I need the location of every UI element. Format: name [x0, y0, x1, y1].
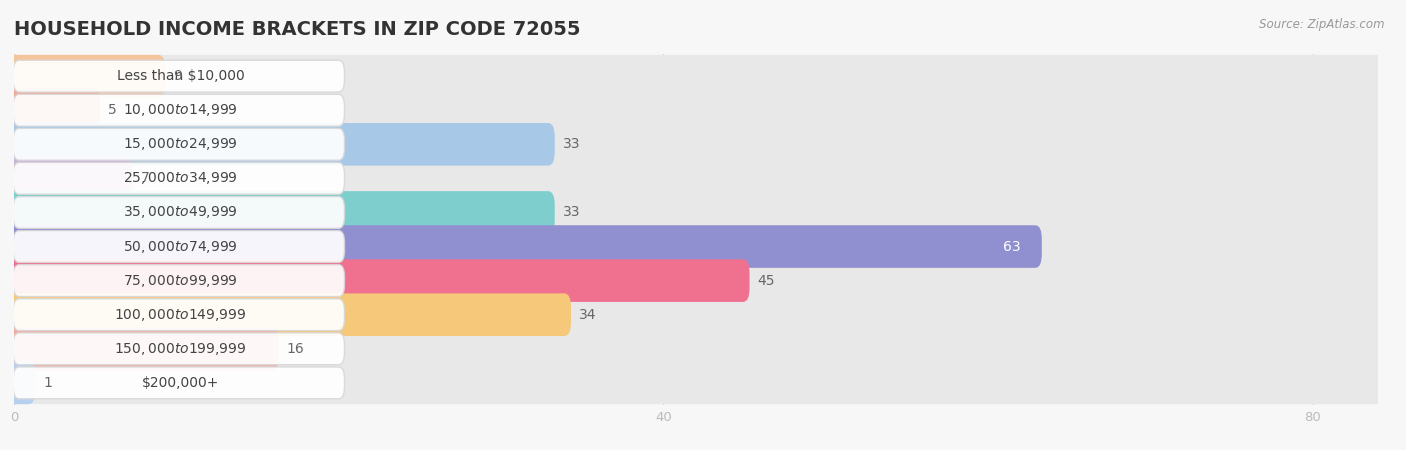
- FancyBboxPatch shape: [10, 259, 1382, 302]
- FancyBboxPatch shape: [13, 94, 344, 126]
- FancyBboxPatch shape: [10, 328, 278, 370]
- FancyBboxPatch shape: [10, 89, 100, 131]
- Text: Less than $10,000: Less than $10,000: [117, 69, 245, 83]
- FancyBboxPatch shape: [13, 162, 344, 194]
- Text: 63: 63: [1002, 239, 1021, 253]
- FancyBboxPatch shape: [10, 328, 1382, 370]
- FancyBboxPatch shape: [10, 191, 555, 234]
- FancyBboxPatch shape: [13, 231, 344, 262]
- Text: 9: 9: [173, 69, 181, 83]
- Text: $35,000 to $49,999: $35,000 to $49,999: [124, 204, 238, 220]
- FancyBboxPatch shape: [10, 361, 35, 404]
- FancyBboxPatch shape: [10, 225, 1042, 268]
- FancyBboxPatch shape: [10, 293, 571, 336]
- Text: 7: 7: [141, 171, 149, 185]
- FancyBboxPatch shape: [13, 128, 344, 160]
- Text: $25,000 to $34,999: $25,000 to $34,999: [124, 171, 238, 186]
- FancyBboxPatch shape: [10, 259, 749, 302]
- Text: 45: 45: [758, 274, 775, 288]
- FancyBboxPatch shape: [10, 293, 1382, 336]
- FancyBboxPatch shape: [13, 60, 344, 92]
- FancyBboxPatch shape: [13, 197, 344, 228]
- Text: 34: 34: [579, 308, 596, 322]
- FancyBboxPatch shape: [13, 299, 344, 331]
- Text: 1: 1: [44, 376, 52, 390]
- FancyBboxPatch shape: [10, 89, 1382, 131]
- Text: HOUSEHOLD INCOME BRACKETS IN ZIP CODE 72055: HOUSEHOLD INCOME BRACKETS IN ZIP CODE 72…: [14, 19, 581, 39]
- Text: $50,000 to $74,999: $50,000 to $74,999: [124, 238, 238, 255]
- FancyBboxPatch shape: [10, 191, 1382, 234]
- Text: $200,000+: $200,000+: [142, 376, 219, 390]
- FancyBboxPatch shape: [13, 367, 344, 399]
- Text: 33: 33: [562, 206, 581, 220]
- Text: $150,000 to $199,999: $150,000 to $199,999: [114, 341, 246, 357]
- FancyBboxPatch shape: [10, 361, 1382, 404]
- Text: $10,000 to $14,999: $10,000 to $14,999: [124, 102, 238, 118]
- FancyBboxPatch shape: [10, 157, 1382, 200]
- FancyBboxPatch shape: [13, 265, 344, 297]
- FancyBboxPatch shape: [10, 157, 132, 200]
- Text: 5: 5: [108, 103, 117, 117]
- FancyBboxPatch shape: [10, 55, 165, 98]
- FancyBboxPatch shape: [10, 55, 1382, 98]
- FancyBboxPatch shape: [10, 123, 555, 166]
- FancyBboxPatch shape: [13, 333, 344, 364]
- Text: Source: ZipAtlas.com: Source: ZipAtlas.com: [1260, 18, 1385, 31]
- FancyBboxPatch shape: [10, 225, 1382, 268]
- Text: 33: 33: [562, 137, 581, 151]
- Text: 16: 16: [287, 342, 305, 356]
- Text: $15,000 to $24,999: $15,000 to $24,999: [124, 136, 238, 152]
- FancyBboxPatch shape: [10, 123, 1382, 166]
- Text: $100,000 to $149,999: $100,000 to $149,999: [114, 307, 246, 323]
- Text: $75,000 to $99,999: $75,000 to $99,999: [124, 273, 238, 288]
